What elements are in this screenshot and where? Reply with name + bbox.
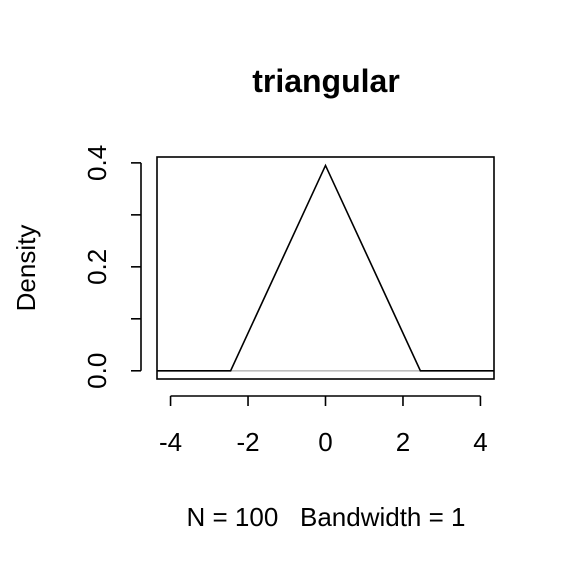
y-tick-label: 0.2	[82, 249, 112, 285]
y-axis: 0.0 0.2 0.4	[82, 145, 142, 389]
plot-frame	[156, 156, 495, 380]
x-tick-label: -2	[236, 427, 259, 457]
data-layer	[157, 163, 494, 372]
y-tick-label: 0.4	[82, 145, 112, 181]
x-tick-label: 2	[396, 427, 410, 457]
x-axis-label: N = 100 Bandwidth = 1	[187, 502, 466, 532]
x-tick-label: 0	[318, 427, 332, 457]
x-axis: -4 -2 0 2 4	[159, 395, 488, 457]
y-axis-label: Density	[11, 225, 41, 312]
y-tick-label: 0.0	[82, 353, 112, 389]
chart-title: triangular	[252, 63, 400, 99]
density-line	[157, 163, 494, 372]
x-tick-label: -4	[159, 427, 182, 457]
x-tick-label: 4	[473, 427, 487, 457]
